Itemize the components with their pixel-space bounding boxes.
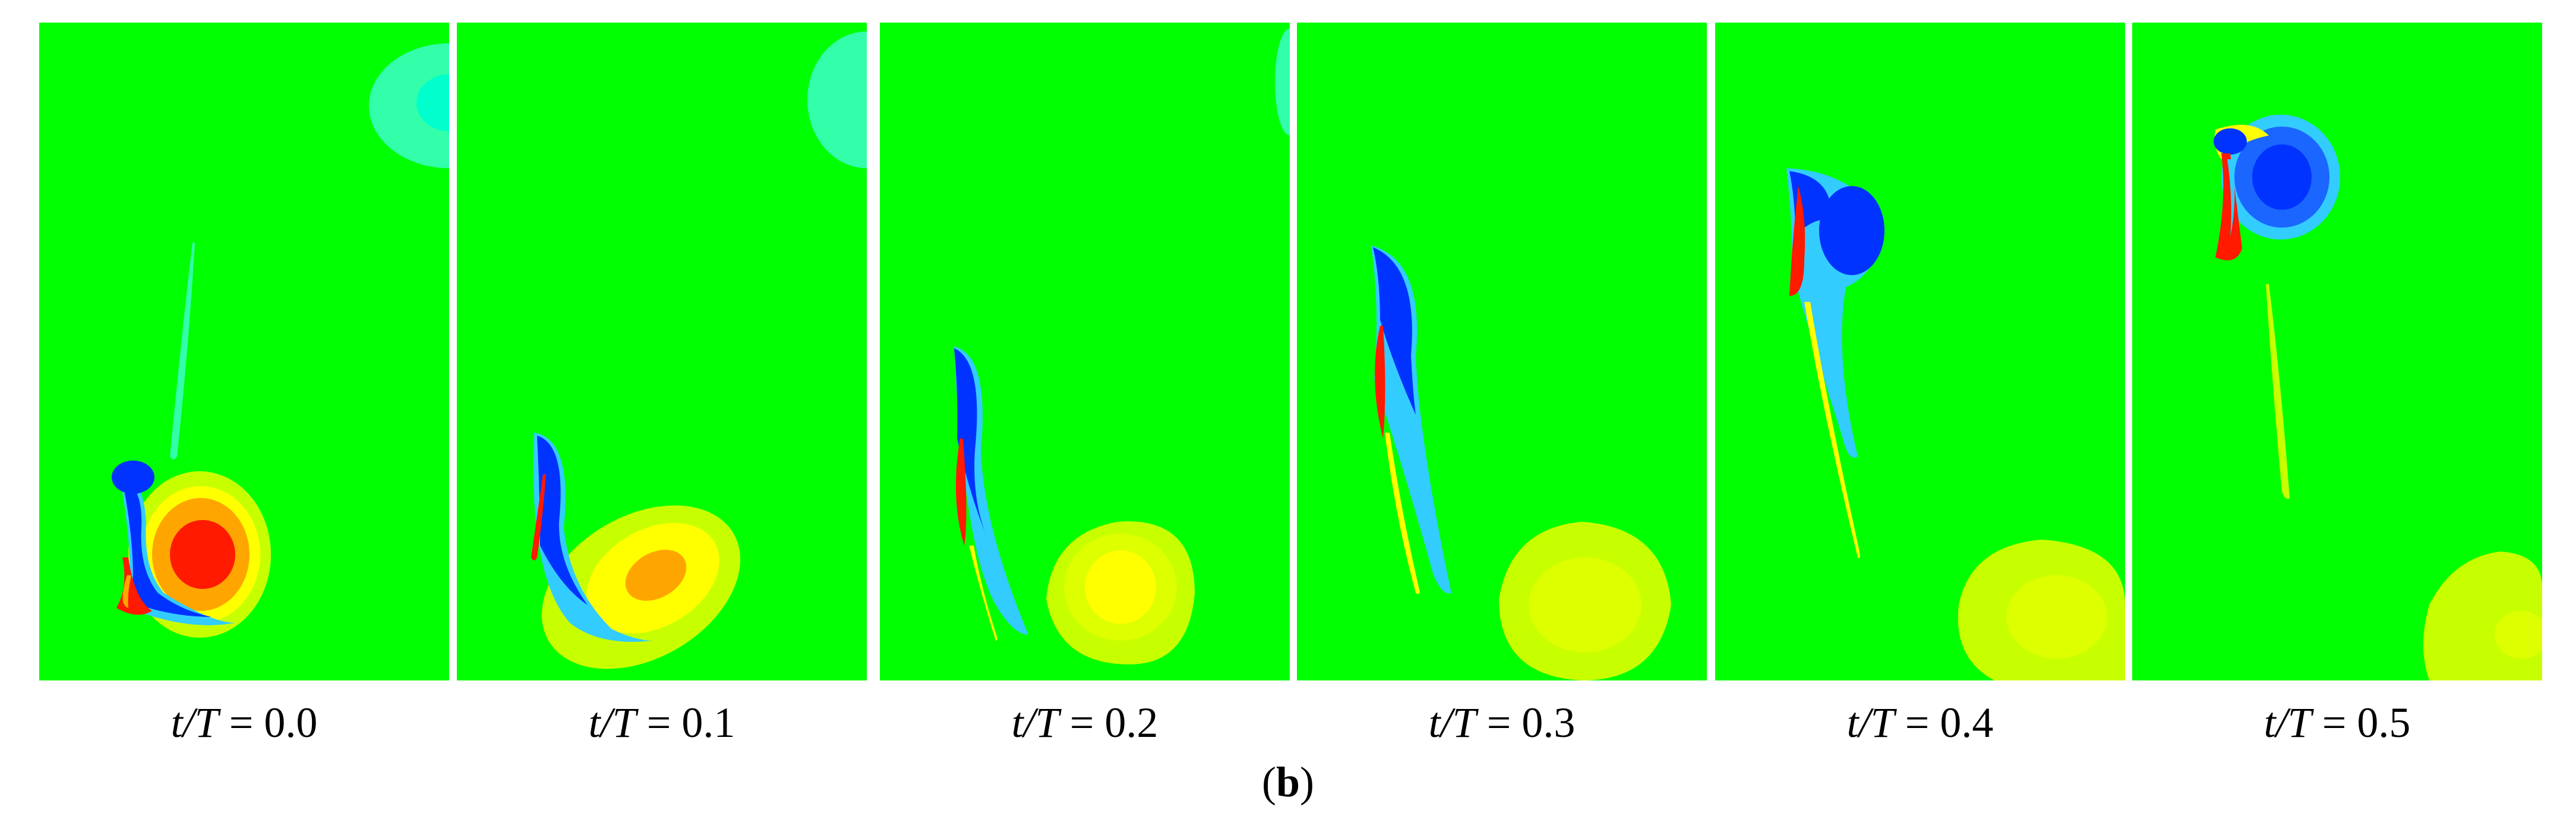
contour-plot-1 — [39, 23, 449, 680]
contour-panel-2 — [457, 23, 867, 680]
contour-plot-2 — [457, 23, 867, 680]
contour-panel-4 — [1297, 23, 1707, 680]
contour-panel-1 — [39, 23, 449, 680]
contour-panel-6 — [2132, 23, 2542, 680]
contour-plot-6 — [2132, 23, 2542, 680]
contour-plot-5 — [1715, 23, 2125, 680]
panel-caption-3: t/T = 0.2 — [1011, 699, 1158, 746]
contour-plot-4 — [1297, 23, 1707, 680]
panel-caption-6: t/T = 0.5 — [2264, 699, 2411, 746]
contour-panel-5 — [1715, 23, 2125, 680]
panel-caption-1: t/T = 0.0 — [171, 699, 318, 746]
panel-caption-4: t/T = 0.3 — [1428, 699, 1576, 746]
panel-caption-5: t/T = 0.4 — [1846, 699, 1994, 746]
contour-plot-3 — [880, 23, 1290, 680]
panel-caption-2: t/T = 0.1 — [588, 699, 735, 746]
subfigure-label: (b) — [1261, 758, 1314, 806]
contour-panel-3 — [880, 23, 1290, 680]
